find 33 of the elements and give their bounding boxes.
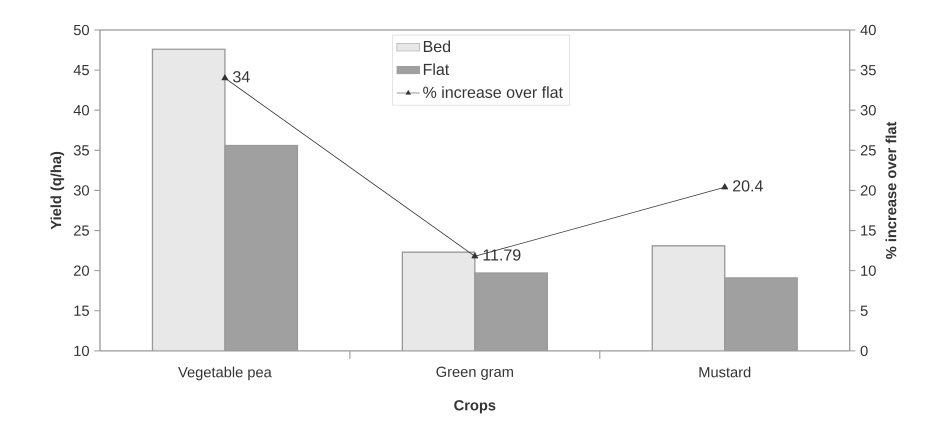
y-tick-label: 10 (74, 346, 89, 356)
x-tick-label: Mustard (699, 366, 750, 378)
y2-tick-label: 5 (860, 306, 868, 316)
y-tick-label: 25 (74, 225, 89, 236)
y2-tick-label: 10 (861, 266, 876, 276)
y-tick-label: 40 (74, 105, 89, 116)
y-tick-label: 30 (74, 185, 89, 196)
y-tick-label: 20 (74, 266, 89, 276)
y2-tick-label: 0 (860, 346, 868, 356)
point (471, 252, 478, 258)
y2-tick-label: 40 (860, 24, 876, 36)
y-axis-title: Yield (q/ha) (50, 152, 64, 230)
y-tick-label: 15 (74, 306, 89, 316)
x-tick-label: Green gram (436, 366, 513, 380)
y2-tick-label: 15 (861, 226, 876, 236)
y-tick-label: 35 (74, 145, 89, 156)
y2-tick-label: 30 (860, 105, 876, 116)
legend-label: % increase over flat (423, 86, 563, 98)
x-axis-title: Crops (454, 400, 496, 414)
x-tick-label: Vegetable pea (178, 366, 272, 380)
y-tick-label: 50 (74, 24, 89, 36)
data-label: 11.79 (484, 249, 520, 261)
point (721, 183, 728, 190)
y2-tick-label: 20 (860, 185, 876, 196)
point (222, 74, 228, 80)
y-tick-label: 45 (74, 65, 89, 76)
data-label: 20.4 (733, 180, 763, 192)
legend-label: Flat (424, 63, 450, 76)
legend-label: Bed (424, 40, 450, 52)
y2-axis-title: % increase over flat (886, 122, 896, 260)
y2-tick-label: 35 (860, 65, 876, 76)
y2-tick-label: 25 (860, 145, 876, 156)
data-label: 34 (233, 71, 250, 83)
